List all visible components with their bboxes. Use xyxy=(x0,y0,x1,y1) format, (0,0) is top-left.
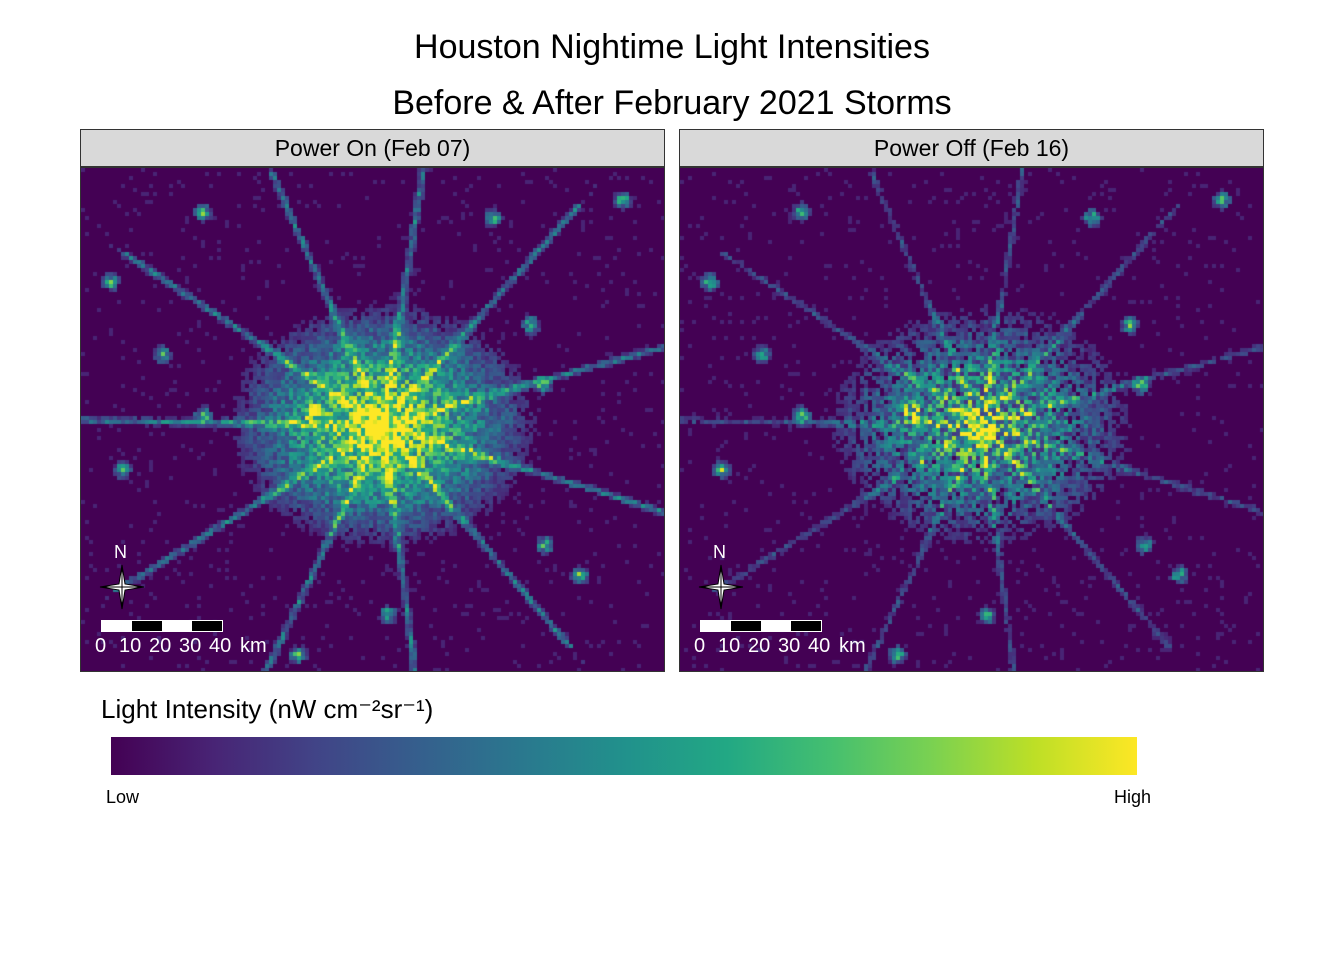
light-raster-power-off xyxy=(680,168,1263,671)
scale-bar xyxy=(101,620,223,632)
legend-title: Light Intensity (nW cm⁻²sr⁻¹) xyxy=(101,694,434,724)
scale-tick-label: 0 xyxy=(694,635,706,657)
scale-tick-label: 40 xyxy=(209,635,232,657)
legend-colorbar xyxy=(111,737,1137,775)
scale-unit-label: km xyxy=(839,635,866,657)
panel-strip-label: Power On (Feb 07) xyxy=(80,129,665,167)
legend-low-label: Low xyxy=(106,787,140,807)
north-label: N xyxy=(114,542,127,562)
scale-unit-label: km xyxy=(240,635,267,657)
scale-tick-label: 10 xyxy=(718,635,741,657)
chart-title-line1: Houston Nightime Light Intensities xyxy=(414,28,930,66)
panel-power-on: Power On (Feb 07) N 0 10 20 30 40 km xyxy=(80,129,665,672)
scale-tick-label: 20 xyxy=(149,635,172,657)
scale-tick-label: 20 xyxy=(748,635,771,657)
panel-power-off: Power Off (Feb 16) N 0 10 20 30 40 km xyxy=(679,129,1264,672)
legend-high-label: High xyxy=(1114,787,1152,807)
light-raster-power-on xyxy=(81,168,664,671)
scale-tick-label: 30 xyxy=(179,635,202,657)
north-arrow-icon xyxy=(99,564,145,610)
scale-tick-label: 10 xyxy=(119,635,142,657)
scale-bar xyxy=(700,620,822,632)
north-label: N xyxy=(713,542,726,562)
map-power-off: N 0 10 20 30 40 km xyxy=(679,167,1264,672)
map-power-on: N 0 10 20 30 40 km xyxy=(80,167,665,672)
chart-title-line2: Before & After February 2021 Storms xyxy=(392,84,952,122)
north-arrow-icon xyxy=(698,564,744,610)
scale-tick-label: 0 xyxy=(95,635,107,657)
scale-tick-label: 40 xyxy=(808,635,831,657)
panel-strip-label: Power Off (Feb 16) xyxy=(679,129,1264,167)
scale-tick-label: 30 xyxy=(778,635,801,657)
